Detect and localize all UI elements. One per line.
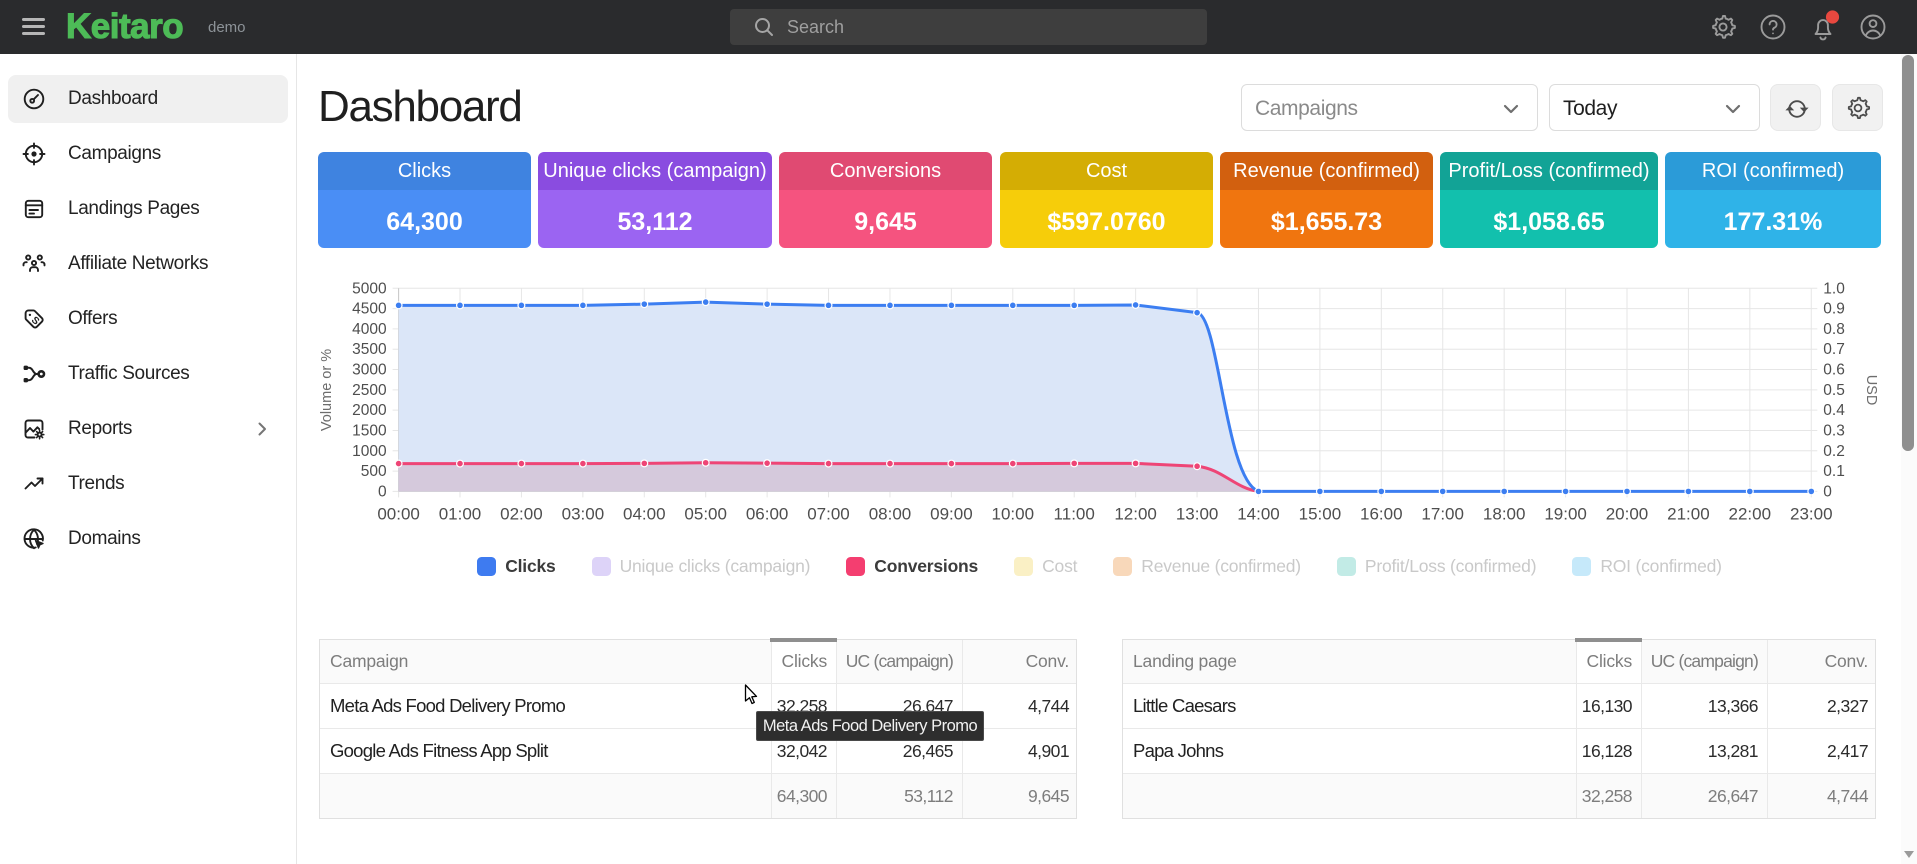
svg-text:11:00: 11:00	[1054, 504, 1095, 523]
svg-text:1500: 1500	[352, 423, 387, 440]
svg-text:03:00: 03:00	[562, 504, 605, 523]
svg-text:21:00: 21:00	[1667, 504, 1710, 523]
svg-text:18:00: 18:00	[1483, 504, 1526, 523]
svg-text:0.4: 0.4	[1823, 402, 1845, 419]
svg-text:12:00: 12:00	[1114, 504, 1157, 523]
svg-text:04:00: 04:00	[623, 504, 666, 523]
svg-text:0.2: 0.2	[1823, 443, 1845, 460]
svg-text:S: S	[29, 315, 42, 328]
svg-text:2500: 2500	[352, 382, 387, 399]
svg-text:4000: 4000	[352, 321, 387, 338]
svg-text:0.3: 0.3	[1823, 423, 1845, 440]
svg-text:00:00: 00:00	[377, 504, 420, 523]
svg-text:0: 0	[1823, 483, 1832, 500]
svg-text:0.7: 0.7	[1823, 341, 1845, 358]
svg-text:16:00: 16:00	[1360, 504, 1403, 523]
svg-text:0: 0	[378, 483, 387, 500]
svg-text:20:00: 20:00	[1606, 504, 1649, 523]
svg-text:2000: 2000	[352, 402, 387, 419]
svg-text:08:00: 08:00	[869, 504, 912, 523]
svg-text:0.8: 0.8	[1823, 321, 1845, 338]
svg-text:01:00: 01:00	[439, 504, 482, 523]
svg-text:0.9: 0.9	[1823, 301, 1845, 318]
svg-text:USD: USD	[1863, 375, 1879, 406]
svg-text:22:00: 22:00	[1729, 504, 1772, 523]
svg-text:500: 500	[361, 463, 387, 480]
svg-text:07:00: 07:00	[807, 504, 850, 523]
svg-text:1000: 1000	[352, 443, 387, 460]
svg-text:3000: 3000	[352, 362, 387, 379]
svg-text:15:00: 15:00	[1299, 504, 1342, 523]
svg-text:05:00: 05:00	[684, 504, 727, 523]
svg-text:23:00: 23:00	[1790, 504, 1833, 523]
svg-text:02:00: 02:00	[500, 504, 543, 523]
svg-text:5000: 5000	[352, 280, 387, 297]
svg-text:09:00: 09:00	[930, 504, 973, 523]
svg-text:0.6: 0.6	[1823, 362, 1845, 379]
svg-text:0.1: 0.1	[1823, 463, 1845, 480]
svg-text:0.5: 0.5	[1823, 382, 1845, 399]
svg-text:13:00: 13:00	[1176, 504, 1219, 523]
svg-text:10:00: 10:00	[992, 504, 1035, 523]
svg-text:3500: 3500	[352, 341, 387, 358]
svg-text:17:00: 17:00	[1421, 504, 1464, 523]
svg-text:14:00: 14:00	[1237, 504, 1280, 523]
svg-text:4500: 4500	[352, 301, 387, 318]
svg-text:Volume or %: Volume or %	[319, 349, 335, 431]
svg-text:1.0: 1.0	[1823, 280, 1845, 297]
svg-text:19:00: 19:00	[1544, 504, 1587, 523]
svg-text:06:00: 06:00	[746, 504, 789, 523]
